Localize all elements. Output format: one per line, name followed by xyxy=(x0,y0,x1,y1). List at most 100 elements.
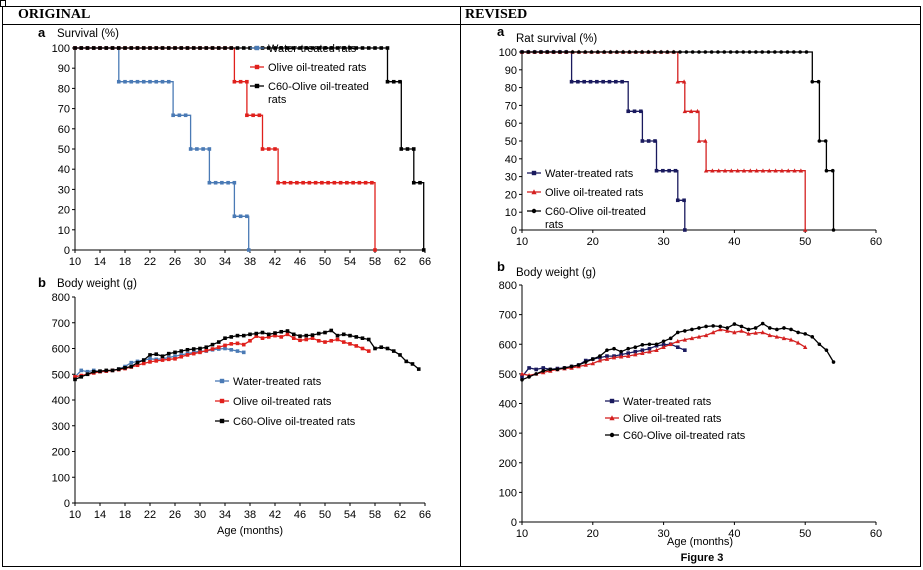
legend: Water-treated rats Olive oil-treated rats… xyxy=(527,168,646,231)
data-point xyxy=(792,50,796,54)
data-point xyxy=(718,324,723,329)
data-point xyxy=(216,347,221,351)
data-point xyxy=(160,79,165,84)
data-point xyxy=(129,360,134,365)
x-tick-label: 26 xyxy=(169,509,181,521)
x-tick-label: 34 xyxy=(219,509,231,521)
data-point xyxy=(141,358,146,362)
x-tick-label: 50 xyxy=(799,528,811,540)
data-point xyxy=(385,346,390,351)
series-line xyxy=(75,47,250,250)
data-point xyxy=(640,50,644,54)
y-tick-label: 800 xyxy=(52,292,70,304)
data-point xyxy=(590,361,595,366)
data-point xyxy=(640,343,645,347)
data-point xyxy=(681,79,687,84)
legend: Water-treated rats Olive oil-treated rats… xyxy=(250,43,369,106)
data-point xyxy=(141,79,146,84)
x-tick-label: 20 xyxy=(587,236,599,248)
x-tick-label: 46 xyxy=(294,509,306,521)
data-point xyxy=(576,79,580,84)
data-point xyxy=(370,180,374,185)
x-tick-label: 18 xyxy=(119,509,131,521)
data-point xyxy=(541,366,546,370)
data-point xyxy=(632,109,637,114)
data-point xyxy=(201,147,205,151)
legend-label: C60-Olive oil-treated rats xyxy=(233,416,356,428)
series-line xyxy=(75,47,376,250)
data-point xyxy=(323,340,327,344)
data-point xyxy=(781,335,787,341)
data-point xyxy=(316,46,321,50)
outer-frame xyxy=(2,6,921,567)
y-tick-label: 200 xyxy=(499,458,517,470)
data-point xyxy=(345,180,349,185)
data-point xyxy=(675,198,680,203)
data-point xyxy=(722,50,727,54)
data-point xyxy=(682,108,688,114)
data-point xyxy=(534,372,538,376)
data-point xyxy=(110,368,115,373)
series-3 xyxy=(73,328,421,382)
data-point xyxy=(335,333,340,338)
data-point xyxy=(748,168,753,173)
data-point xyxy=(539,50,543,54)
y-tick-label: 30 xyxy=(58,184,70,196)
x-tick-label: 60 xyxy=(870,236,882,248)
data-point xyxy=(210,46,215,50)
y-tick-label: 80 xyxy=(505,83,517,95)
data-point xyxy=(614,79,618,84)
data-point xyxy=(238,214,243,219)
data-point xyxy=(716,168,721,173)
data-point xyxy=(569,79,574,84)
x-tick-label: 42 xyxy=(269,509,281,521)
data-point xyxy=(654,168,659,173)
data-point xyxy=(661,168,665,173)
x-tick-label: 20 xyxy=(587,528,599,540)
data-point xyxy=(633,50,638,54)
data-point xyxy=(735,168,740,173)
legend-marker xyxy=(254,45,260,51)
data-point xyxy=(789,327,793,332)
data-point xyxy=(671,50,676,54)
data-point xyxy=(98,46,102,50)
data-point xyxy=(675,345,680,350)
data-point xyxy=(788,337,794,342)
data-point xyxy=(141,46,146,50)
data-point xyxy=(91,46,96,50)
x-tick-label: 26 xyxy=(169,256,181,268)
data-point xyxy=(804,50,809,54)
data-point xyxy=(238,79,243,84)
data-point xyxy=(326,180,330,185)
data-point xyxy=(404,359,409,364)
data-point xyxy=(703,138,708,143)
data-point xyxy=(338,180,343,185)
data-point xyxy=(647,342,652,347)
y-tick-label: 0 xyxy=(64,498,70,510)
data-point xyxy=(646,50,651,54)
y-tick-label: 600 xyxy=(499,339,517,351)
data-point xyxy=(85,369,90,374)
data-point xyxy=(254,334,259,338)
data-point xyxy=(260,336,265,340)
series-line xyxy=(522,51,806,230)
data-point xyxy=(166,351,171,356)
data-point xyxy=(73,377,77,382)
data-point xyxy=(273,333,277,338)
data-point xyxy=(323,330,327,335)
data-point xyxy=(173,46,177,50)
data-point xyxy=(307,180,312,185)
data-point xyxy=(223,336,227,340)
data-point xyxy=(534,367,538,372)
data-point xyxy=(582,79,587,84)
data-point xyxy=(654,342,659,347)
data-point xyxy=(179,353,184,357)
x-tick-label: 10 xyxy=(516,528,528,540)
data-point xyxy=(235,341,240,346)
data-point xyxy=(545,50,550,54)
data-point xyxy=(348,342,352,346)
data-point xyxy=(207,180,212,185)
data-point xyxy=(775,327,779,332)
data-point xyxy=(135,360,140,365)
